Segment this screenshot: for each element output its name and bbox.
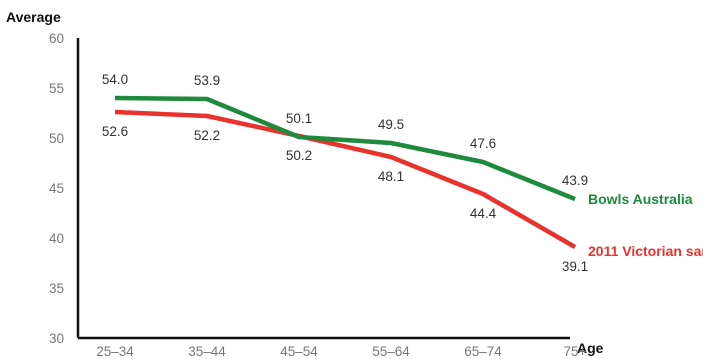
x-tick-label: 35–44 (188, 344, 226, 359)
series-layer: 54.0 53.9 50.1 49.5 47.6 43.9 52.6 52.2 50.2 48.1… (102, 72, 703, 274)
data-label: 48.1 (378, 169, 404, 184)
data-label: 39.1 (562, 259, 588, 274)
x-axis-title: Age (577, 340, 604, 356)
series-name-label: 2011 Victorian sample (588, 243, 703, 259)
data-label: 53.9 (194, 73, 220, 88)
series-line-0 (114, 95, 576, 202)
data-label: 52.2 (194, 128, 220, 143)
x-tick-label: 25–34 (96, 344, 134, 359)
data-label: 50.2 (286, 148, 312, 163)
x-tick-label: 75+ (564, 344, 587, 359)
x-tick-label: 55–64 (372, 344, 410, 359)
y-tick-label: 55 (49, 81, 64, 96)
data-label: 49.5 (378, 117, 404, 132)
data-label: 43.9 (562, 173, 588, 188)
series-line-1 (114, 109, 577, 249)
data-label: 50.1 (286, 111, 312, 126)
y-tick-labels: 30 35 40 45 50 55 60 (49, 31, 64, 346)
data-label: 54.0 (102, 72, 128, 87)
y-tick-label: 50 (49, 131, 64, 146)
y-tick-label: 30 (49, 331, 64, 346)
y-tick-label: 40 (49, 231, 64, 246)
x-tick-label: 65–74 (464, 344, 502, 359)
x-tick-labels: 25–34 35–44 45–54 55–64 65–74 75+ (96, 344, 586, 359)
series-name-label: Bowls Australia (588, 191, 693, 207)
y-tick-label: 35 (49, 281, 64, 296)
data-label: 52.6 (102, 124, 128, 139)
data-label: 47.6 (470, 136, 496, 151)
y-tick-label: 60 (49, 31, 64, 46)
y-tick-label: 45 (49, 181, 64, 196)
data-label: 44.4 (470, 206, 497, 221)
x-tick-label: 45–54 (280, 344, 318, 359)
y-axis-title: Average (6, 9, 61, 25)
